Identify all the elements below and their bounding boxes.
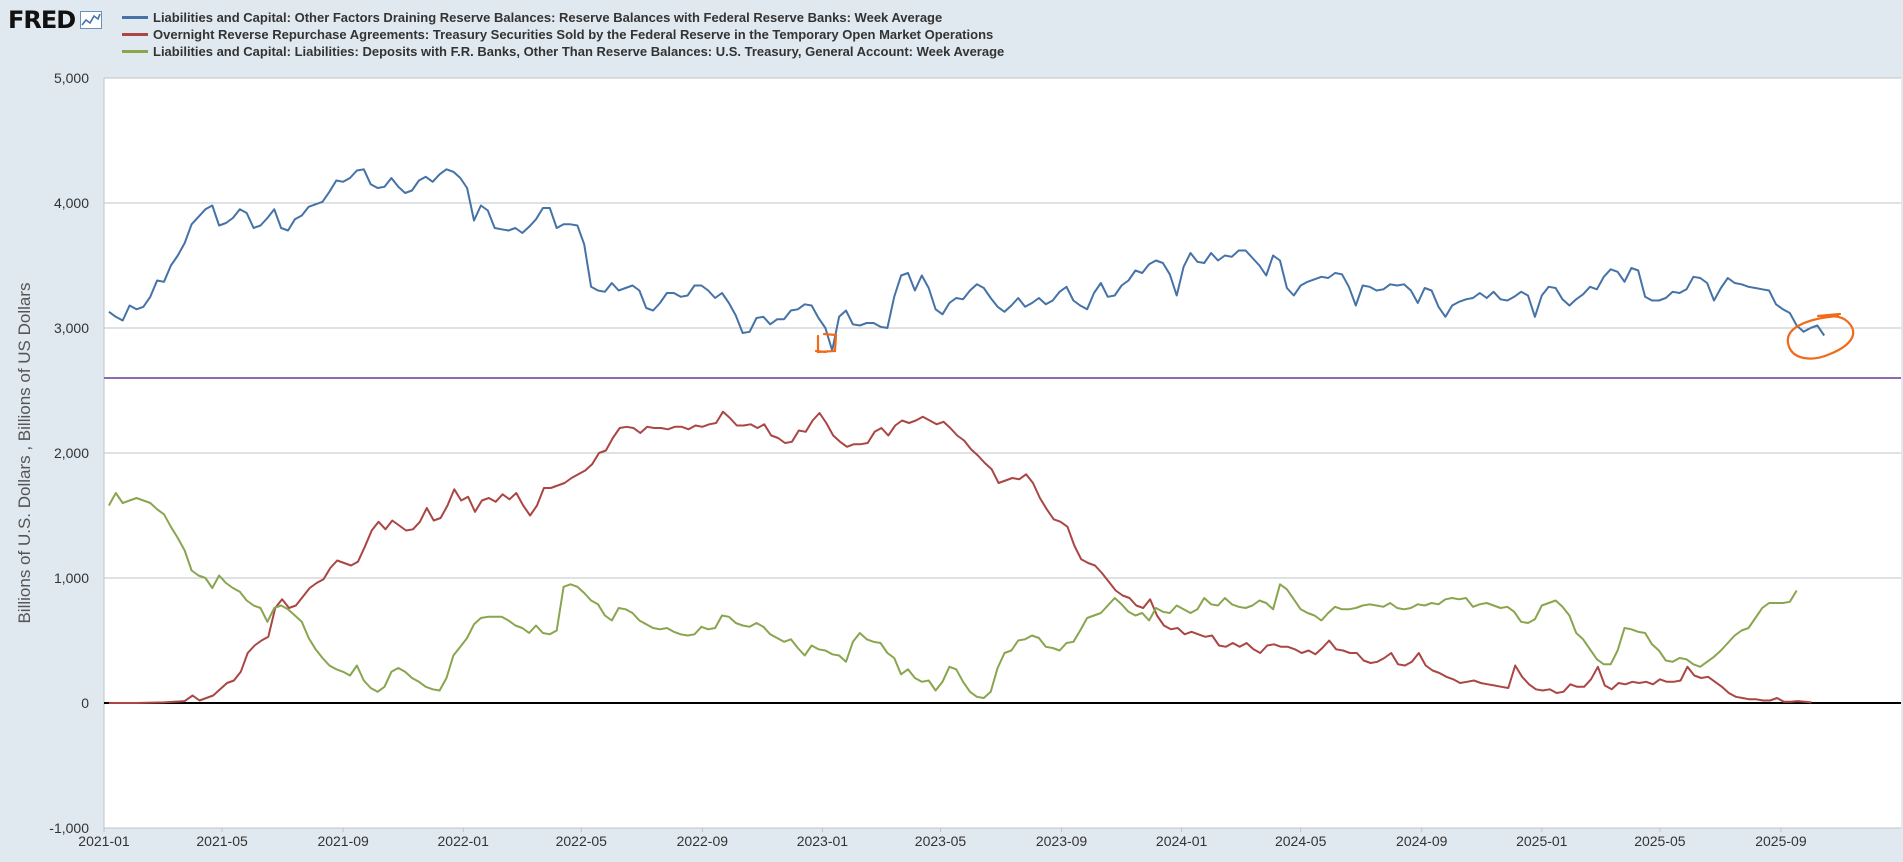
chart-legend: Liabilities and Capital: Other Factors D…: [122, 9, 1004, 60]
legend-item[interactable]: Overnight Reverse Repurchase Agreements:…: [122, 26, 1004, 43]
legend-label: Overnight Reverse Repurchase Agreements:…: [153, 27, 994, 42]
x-tick-label: 2022-05: [556, 833, 608, 849]
x-tick-label: 2022-01: [438, 833, 490, 849]
x-tick-label: 2025-05: [1634, 833, 1686, 849]
legend-item[interactable]: Liabilities and Capital: Other Factors D…: [122, 9, 1004, 26]
legend-label: Liabilities and Capital: Other Factors D…: [153, 10, 943, 25]
x-tick-label: 2023-09: [1036, 833, 1088, 849]
y-axis-label: Billions of U.S. Dollars , Billions of U…: [15, 282, 34, 623]
series-line-3: [108, 492, 1798, 699]
y-tick-label: 2,000: [54, 445, 89, 461]
legend-swatch: [122, 50, 148, 53]
y-tick-label: -1,000: [49, 820, 89, 836]
y-tick-label: 1,000: [54, 570, 89, 586]
x-tick-label: 2023-01: [797, 833, 849, 849]
fred-logo-text: FRED: [8, 6, 76, 34]
x-tick-label: 2025-01: [1516, 833, 1568, 849]
y-tick-label: 5,000: [54, 70, 89, 86]
line-chart-icon: [80, 11, 103, 29]
legend-swatch: [122, 16, 148, 19]
y-tick-label: 3,000: [54, 320, 89, 336]
x-tick-label: 2024-01: [1156, 833, 1208, 849]
annotation-small-circle: [814, 332, 838, 354]
fred-logo[interactable]: FRED: [8, 6, 103, 34]
legend-item[interactable]: Liabilities and Capital: Liabilities: De…: [122, 43, 1004, 60]
x-tick-label: 2021-05: [196, 833, 248, 849]
annotation-large-circle: [1786, 312, 1855, 360]
x-tick-label: 2025-09: [1755, 833, 1807, 849]
x-tick-label: 2024-09: [1396, 833, 1448, 849]
legend-swatch: [122, 33, 148, 36]
series-line-2: [108, 410, 1812, 704]
x-tick-label: 2022-09: [677, 833, 729, 849]
x-tick-label: 2023-05: [915, 833, 967, 849]
x-tick-label: 2021-09: [317, 833, 369, 849]
legend-label: Liabilities and Capital: Liabilities: De…: [153, 44, 1005, 59]
series-line-1: [108, 168, 1826, 352]
x-tick-label: 2024-05: [1275, 833, 1327, 849]
y-tick-label: 4,000: [54, 195, 89, 211]
x-tick-label: 2021-01: [78, 833, 130, 849]
y-tick-label: 0: [81, 695, 89, 711]
